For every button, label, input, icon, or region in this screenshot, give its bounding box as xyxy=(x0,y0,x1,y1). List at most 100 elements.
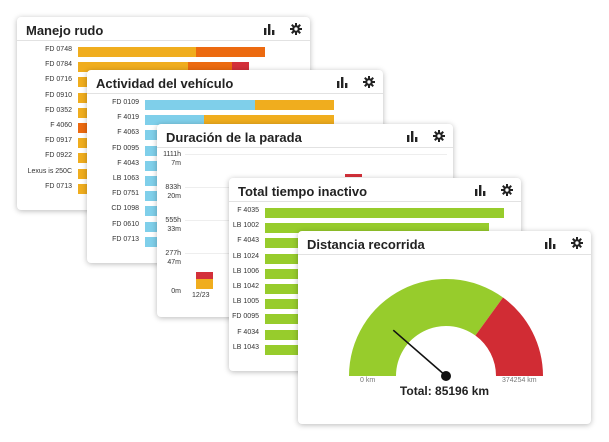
bar xyxy=(145,100,334,110)
row-label: FD 0748 xyxy=(45,46,72,53)
bar xyxy=(145,130,167,141)
card-distancia-recorrida: Distancia recorrida 0 km 374254 km Total… xyxy=(298,231,591,424)
bar-chart-icon[interactable] xyxy=(475,184,487,196)
row-label: LB 1063 xyxy=(112,175,139,182)
bar-segment xyxy=(265,223,489,234)
row-label: LB 1043 xyxy=(232,343,259,351)
bar-segment xyxy=(78,183,89,194)
list-item: FD 0352 xyxy=(17,104,310,120)
row-label: F 4019 xyxy=(117,114,139,122)
bar-segment xyxy=(145,206,167,217)
row-label: LB 1024 xyxy=(232,252,259,260)
bar xyxy=(265,314,307,325)
bar-segment xyxy=(145,100,256,110)
row-label: FD 0713 xyxy=(112,235,139,243)
card-title: Actividad del vehículo xyxy=(96,76,234,91)
bar-segment xyxy=(204,115,334,126)
list-item: LB 1024 xyxy=(229,250,521,266)
card-actions xyxy=(337,76,375,88)
list-item: LB 1006 xyxy=(229,265,521,281)
bar-segment xyxy=(145,130,167,141)
list-item: FD 0784 xyxy=(17,58,310,74)
list-item: FD 0910 xyxy=(17,89,310,105)
card-title: Manejo rudo xyxy=(26,23,104,38)
gear-icon[interactable] xyxy=(571,237,583,249)
card-title: Total tiempo inactivo xyxy=(238,184,368,199)
bar-chart-icon[interactable] xyxy=(264,23,276,35)
bar xyxy=(145,115,334,126)
bar xyxy=(145,160,167,171)
bar-segment xyxy=(78,168,89,179)
list-item: FD 0713 xyxy=(87,233,383,249)
bar-segment xyxy=(187,62,233,73)
x-tick-label: 12/23 xyxy=(192,292,210,299)
gear-icon[interactable] xyxy=(433,130,445,142)
bar-segment xyxy=(265,344,307,355)
row-label: FD 0716 xyxy=(45,76,72,84)
bar-segment xyxy=(265,253,307,264)
bar xyxy=(265,284,307,294)
bar-segment xyxy=(78,92,89,103)
gauge-total: Total: 85196 km xyxy=(399,384,490,398)
row-label: F 4034 xyxy=(237,328,259,336)
row-label: Lexus is 250C xyxy=(27,167,72,175)
bar-segment xyxy=(265,284,307,294)
card-title: Distancia recorrida xyxy=(307,237,425,252)
bar xyxy=(78,183,89,194)
bar-segment xyxy=(195,47,265,57)
bar xyxy=(78,62,249,73)
gear-icon[interactable] xyxy=(363,76,375,88)
list-item: FD 0716 xyxy=(17,73,310,89)
list-item: LB 1002 xyxy=(229,219,521,235)
row-label: F 4043 xyxy=(117,159,139,167)
bar-segment xyxy=(265,329,307,340)
bar-segment xyxy=(255,100,334,110)
bar-segment xyxy=(145,145,167,156)
bar-chart-icon[interactable] xyxy=(337,76,349,88)
list-item: FD 0095 xyxy=(229,310,521,326)
row-label: F 4035 xyxy=(237,207,259,214)
bar-segment xyxy=(265,238,307,249)
bar xyxy=(78,123,89,133)
list-item: FD 0095 xyxy=(87,142,383,158)
list-item: FD 0109 xyxy=(87,96,383,112)
row-label: LB 1042 xyxy=(232,283,259,290)
bar-segment xyxy=(145,115,205,126)
bar xyxy=(265,329,307,340)
gear-icon[interactable] xyxy=(290,23,302,35)
bar xyxy=(265,223,489,234)
gauge-max-label: 374254 km xyxy=(502,377,537,384)
card-actions xyxy=(545,237,583,249)
gear-icon[interactable] xyxy=(501,184,513,196)
bar xyxy=(145,236,167,247)
bar-chart-icon[interactable] xyxy=(545,237,557,249)
gauge-chart xyxy=(349,279,543,381)
bar-chart-icon[interactable] xyxy=(407,130,419,142)
list-item: F 4035 xyxy=(229,204,521,220)
y-tick-label: 833h 20m xyxy=(165,184,181,200)
gauge-red-arc xyxy=(475,297,543,376)
bar-segment xyxy=(78,138,89,149)
list-item: F 4034 xyxy=(229,326,521,342)
row-label: FD 0922 xyxy=(45,152,72,160)
row-label: LB 1002 xyxy=(232,222,259,230)
list-item: F 4043 xyxy=(229,234,521,250)
bar-segment xyxy=(78,123,89,133)
gauge-min-label: 0 km xyxy=(360,377,376,384)
row-label: FD 0910 xyxy=(45,91,72,99)
bar xyxy=(78,107,89,118)
list-item: F 4060 xyxy=(17,119,310,135)
bar-segment xyxy=(265,299,307,310)
list-item: FD 0748 xyxy=(17,43,310,59)
stacked-bar xyxy=(196,272,213,289)
list-item: LB 1005 xyxy=(229,295,521,311)
row-label: FD 0610 xyxy=(112,220,139,228)
card-actions xyxy=(407,130,445,142)
row-label: F 4043 xyxy=(237,237,259,245)
bar-segment xyxy=(145,191,167,202)
row-label: FD 0713 xyxy=(45,182,72,190)
stacked-bar xyxy=(345,174,362,177)
bar xyxy=(145,221,167,232)
list-item: LB 1063 xyxy=(87,172,383,188)
row-label: FD 0109 xyxy=(112,99,139,106)
